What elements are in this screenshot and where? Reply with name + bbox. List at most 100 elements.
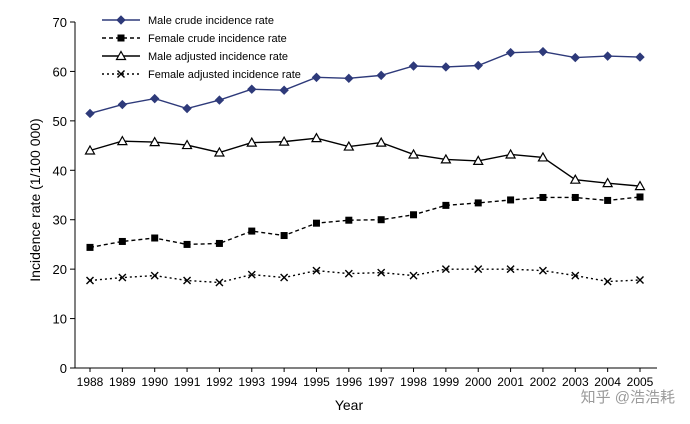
y-tick-label: 0: [60, 361, 67, 376]
data-point: [375, 136, 387, 147]
series-layer: [84, 46, 646, 287]
data-point: [538, 46, 548, 57]
data-point: [149, 136, 161, 147]
data-point: [376, 70, 386, 81]
data-point: [150, 271, 159, 280]
legend-label: Male adjusted incidence rate: [148, 51, 288, 63]
x-axis-label: Year: [335, 397, 364, 413]
x-tick-label: 1995: [303, 375, 330, 389]
y-tick-label: 10: [53, 312, 67, 327]
legend-swatch-marker: [116, 15, 126, 25]
x-tick-label: 1997: [368, 375, 395, 389]
data-point: [183, 276, 192, 285]
series-line: [89, 196, 641, 249]
axes: 0 10 20 30 40 50 60 70 1988 1989 1990 1991 1992 1993 1…: [53, 15, 657, 389]
data-point: [602, 177, 614, 188]
series-line: [89, 268, 641, 284]
data-point: [636, 193, 644, 201]
series-line: [89, 137, 641, 187]
data-point: [441, 265, 450, 274]
data-point: [345, 216, 353, 224]
data-point: [474, 265, 483, 274]
x-tick-label: 2000: [465, 375, 492, 389]
data-point: [505, 148, 517, 159]
legend-swatch-marker: [117, 34, 125, 42]
series-3: [84, 132, 646, 191]
data-point: [84, 144, 96, 155]
x-tick-label: 1993: [238, 375, 265, 389]
data-point: [312, 219, 320, 227]
x-tick-label: 1989: [109, 375, 136, 389]
data-point: [473, 60, 483, 71]
y-tick-label: 20: [53, 262, 67, 277]
data-point: [344, 269, 353, 278]
legend-item: Female crude incidence rate: [102, 33, 287, 45]
data-point: [248, 227, 256, 235]
data-point: [377, 216, 385, 224]
data-point: [183, 240, 191, 248]
legend-swatch-marker: [115, 50, 127, 61]
data-point: [311, 72, 322, 83]
data-point: [280, 273, 289, 282]
data-point: [116, 135, 128, 146]
legend-label: Female adjusted incidence rate: [148, 69, 301, 81]
data-point: [571, 271, 580, 280]
data-point: [505, 47, 516, 58]
data-point: [215, 239, 223, 247]
legend-label: Female crude incidence rate: [148, 33, 287, 45]
data-point: [215, 278, 224, 287]
series-2: [86, 193, 644, 251]
data-point: [86, 243, 94, 251]
data-point: [247, 270, 256, 279]
x-tick-label: 1988: [77, 375, 104, 389]
x-tick-label: 1992: [206, 375, 233, 389]
data-point: [343, 140, 355, 151]
data-point: [85, 108, 95, 119]
data-point: [408, 148, 420, 159]
series-4: [86, 265, 644, 287]
data-point: [247, 84, 257, 94]
legend: Male crude incidence rate Female crude in…: [102, 15, 301, 81]
legend-swatch-marker: [117, 70, 125, 78]
data-point: [213, 146, 225, 157]
x-tick-label: 1996: [335, 375, 362, 389]
x-tick-label: 2004: [594, 375, 621, 389]
data-point: [569, 173, 581, 184]
y-tick-label: 50: [53, 114, 67, 129]
data-point: [539, 193, 547, 201]
data-point: [537, 151, 549, 162]
data-point: [571, 193, 579, 201]
data-point: [636, 276, 644, 285]
data-point: [570, 52, 581, 63]
x-tick-label: 2001: [497, 375, 524, 389]
x-tick-label: 1990: [141, 375, 168, 389]
data-point: [472, 155, 484, 165]
data-point: [310, 132, 322, 143]
data-point: [440, 153, 452, 164]
data-point: [506, 265, 515, 274]
x-tick-label: 2003: [562, 375, 589, 389]
x-tick-label: 1999: [433, 375, 460, 389]
data-point: [344, 73, 354, 84]
y-axis-label: Incidence rate (1/100 000): [27, 118, 43, 281]
x-tick-label: 1991: [174, 375, 201, 389]
legend-label: Male crude incidence rate: [148, 15, 274, 27]
data-point: [246, 136, 258, 147]
data-point: [410, 211, 418, 219]
y-tick-label: 40: [53, 163, 67, 178]
y-tick-label: 30: [53, 213, 67, 228]
data-point: [635, 52, 645, 62]
data-point: [634, 180, 646, 191]
data-point: [408, 61, 419, 71]
x-tick-label: 1998: [400, 375, 427, 389]
data-point: [602, 51, 613, 61]
data-point: [474, 199, 482, 207]
data-point: [441, 62, 451, 72]
series-1: [85, 46, 645, 119]
data-point: [86, 276, 94, 285]
watermark: 知乎 @浩浩耗: [581, 389, 675, 406]
data-point: [442, 201, 450, 209]
x-tick-label: 1994: [271, 375, 298, 389]
data-point: [181, 139, 193, 150]
